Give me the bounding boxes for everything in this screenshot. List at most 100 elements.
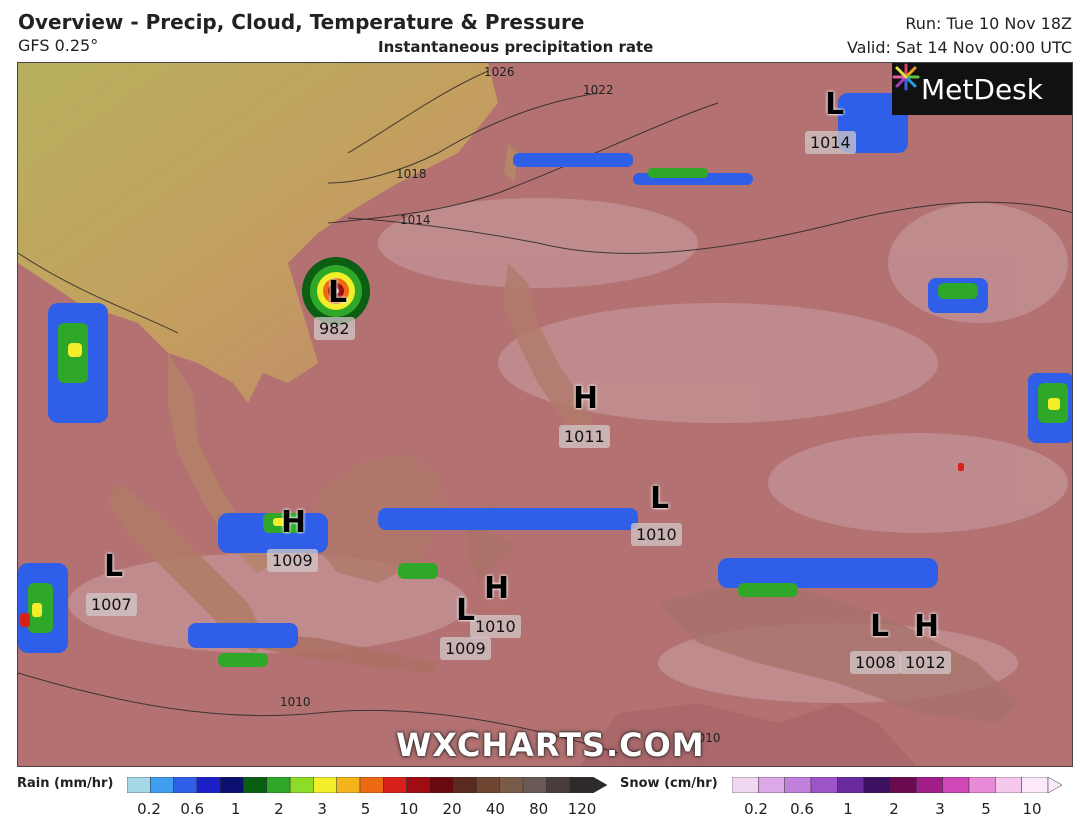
colorbar-segment <box>546 777 570 793</box>
weather-map: MetDesk L 1014 L 982 H 1011 L 1010 H 100… <box>17 62 1073 767</box>
colorbar-segment <box>313 777 337 793</box>
chart-title: Overview - Precip, Cloud, Temperature & … <box>18 10 585 34</box>
colorbar-segment <box>569 777 594 793</box>
pressure-system-letter: L <box>104 549 124 584</box>
snow-legend-title: Snow (cm/hr) <box>620 776 718 791</box>
colorbar-segment <box>383 777 407 793</box>
legend-tick-label: 0.6 <box>790 800 814 818</box>
colorbar-segment <box>837 777 864 793</box>
colorbar-segment <box>150 777 174 793</box>
pressure-system-letter: L <box>650 481 670 516</box>
pressure-system-letter: L <box>825 87 845 122</box>
isobar-label: 1010 <box>690 731 721 745</box>
legend-tick-label: 5 <box>360 800 371 818</box>
rain-colorbar <box>127 777 607 793</box>
colorbar-segment <box>522 777 547 793</box>
colorbar-segment <box>289 777 314 793</box>
legend-tick-label: 2 <box>274 800 284 818</box>
typhoon-precip <box>302 257 370 325</box>
legend-tick-label: 10 <box>399 800 419 818</box>
new-guinea <box>658 583 1018 723</box>
colorbar-segment <box>173 777 198 793</box>
chart-header: Overview - Precip, Cloud, Temperature & … <box>0 0 1084 62</box>
pressure-system-letter: L <box>456 593 476 628</box>
pressure-system-letter: H <box>484 571 510 606</box>
legend-tick-label: 5 <box>981 800 991 818</box>
colorbar-segment <box>336 777 361 793</box>
isobar-label: 1026 <box>484 65 515 79</box>
legend-tick-label: 1 <box>843 800 853 818</box>
legend-tick-label: 2 <box>889 800 899 818</box>
pressure-system-value: 1014 <box>805 131 856 154</box>
run-time: Run: Tue 10 Nov 18Z <box>905 14 1072 33</box>
australia-north <box>579 703 917 766</box>
pressure-system-value: 982 <box>314 317 355 340</box>
pressure-system-value: 1009 <box>267 549 318 572</box>
legend-tick-label: 10 <box>1022 800 1042 818</box>
legend-tick-label: 120 <box>567 800 597 818</box>
colorbar-segment <box>499 777 524 793</box>
pressure-system-letter: L <box>870 609 890 644</box>
colorbar-segment <box>452 777 477 793</box>
legend-tick-label: 0.2 <box>137 800 161 818</box>
legend-tick-label: 3 <box>935 800 945 818</box>
colorbar-segment <box>784 777 812 793</box>
watermark: WXCHARTS.COM <box>396 726 705 764</box>
legend-tick-label: 0.2 <box>744 800 768 818</box>
legend-tick-label: 0.6 <box>180 800 205 818</box>
taiwan <box>504 143 518 183</box>
colorbar-segment <box>429 777 454 793</box>
legend-tick-label: 3 <box>317 800 327 818</box>
map-canvas <box>18 63 1072 766</box>
metdesk-logo: MetDesk <box>892 63 1072 115</box>
snow-legend: Snow (cm/hr) 0.2 0.6 1 2 3 5 10 <box>620 772 1075 830</box>
colorbar-segment <box>863 777 891 793</box>
colorbar-segment <box>196 777 221 793</box>
legend-tick-label: 20 <box>442 800 462 818</box>
colorbar-segment <box>995 777 1022 793</box>
philippines <box>503 263 593 443</box>
isobar-label: 1014 <box>400 213 431 227</box>
colorbar-segment <box>758 777 785 793</box>
isobar-label: 1022 <box>583 83 614 97</box>
pressure-system-value: 1010 <box>631 523 682 546</box>
java <box>258 633 438 673</box>
colorbar-segment <box>476 777 501 793</box>
colorbar-segment <box>219 777 244 793</box>
legend-tick-label: 80 <box>529 800 549 818</box>
colorbar-segment <box>266 777 291 793</box>
sumatra <box>108 483 268 653</box>
colorbar-arrow <box>1047 777 1062 793</box>
pressure-system-letter: H <box>281 505 307 540</box>
colorbar-segment <box>243 777 268 793</box>
pressure-system-value: 1008 <box>850 651 901 674</box>
pressure-system-letter: H <box>914 609 940 644</box>
valid-time: Valid: Sat 14 Nov 00:00 UTC <box>846 38 1072 57</box>
colorbar-segment <box>1021 777 1049 793</box>
colorbar-segment <box>732 777 759 793</box>
pressure-system-value: 1012 <box>900 651 951 674</box>
rain-legend-title: Rain (mm/hr) <box>17 776 114 791</box>
colorbar-segment <box>359 777 384 793</box>
pressure-system-letter: L <box>328 275 348 310</box>
legend-tick-label: 1 <box>230 800 241 818</box>
isobar-label: 1018 <box>396 167 427 181</box>
colorbar-segment <box>968 777 996 793</box>
chart-subtitle: Instantaneous precipitation rate <box>378 38 654 56</box>
colorbar-segment <box>942 777 970 793</box>
colorbar-segment <box>406 777 431 793</box>
malay-peninsula <box>168 353 273 573</box>
colorbar-segment <box>810 777 838 793</box>
rain-legend: Rain (mm/hr) 0.2 0.6 1 2 3 5 10 20 40 80 120 <box>17 772 617 830</box>
model-label: GFS 0.25° <box>18 36 99 55</box>
precip-patches <box>18 93 1072 667</box>
metdesk-logo-text: MetDesk <box>921 72 1043 106</box>
colorbar-segment <box>127 777 151 793</box>
isobars <box>18 70 1072 754</box>
isobar-label: 1010 <box>280 695 311 709</box>
pressure-system-value: 1011 <box>559 425 610 448</box>
colorbar-arrow <box>592 777 607 793</box>
colorbar-segment <box>916 777 943 793</box>
pressure-system-value: 1007 <box>86 593 137 616</box>
legend-tick-label: 40 <box>485 800 505 818</box>
